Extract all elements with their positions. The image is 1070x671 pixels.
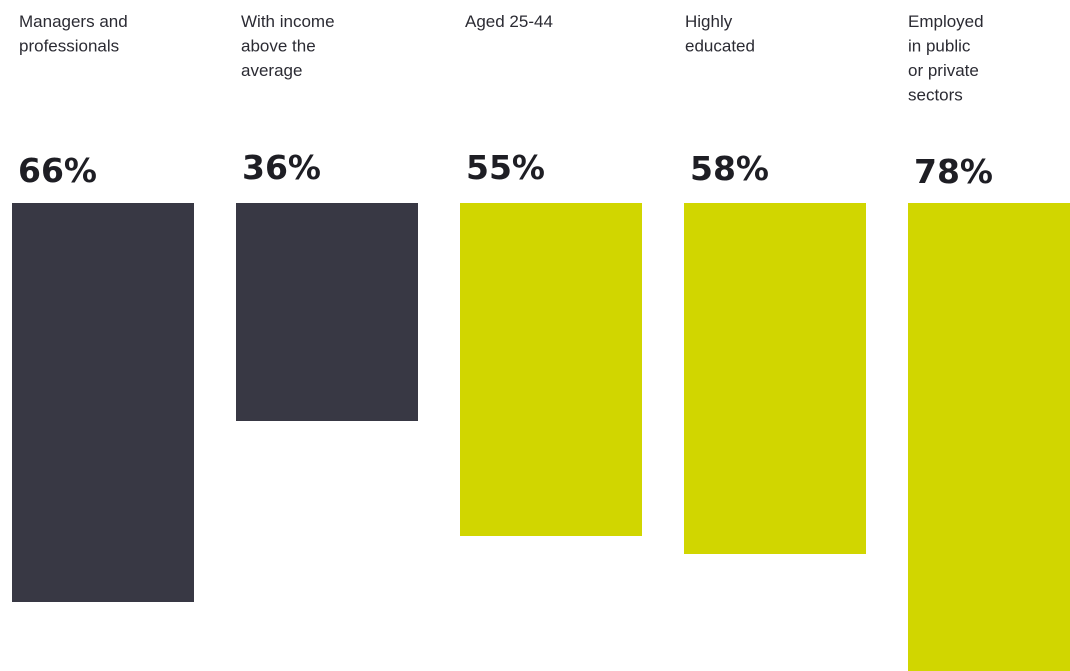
bar	[12, 203, 194, 602]
category-label-line: educated	[685, 37, 755, 56]
category-label: Employed in public or private sectors	[908, 12, 984, 105]
category-label-line: Employed	[908, 12, 984, 31]
bar	[908, 203, 1070, 671]
bar	[684, 203, 866, 554]
category-label-line: Highly	[685, 12, 733, 31]
value-label: 58%	[690, 149, 769, 188]
category-label: Highly educated	[685, 12, 755, 56]
category-label-line: With income	[241, 12, 335, 31]
category-label-line: sectors	[908, 86, 963, 105]
category-label: With income above the average	[241, 12, 335, 80]
category-label-line: Managers and	[19, 12, 128, 31]
value-label: 55%	[466, 148, 545, 187]
bar	[236, 203, 418, 421]
category-label-line: above the	[241, 37, 316, 56]
bar	[460, 203, 642, 536]
category-label-line: professionals	[19, 37, 119, 56]
category-label-line: Aged 25-44	[465, 12, 553, 31]
category-label: Aged 25-44	[465, 12, 553, 31]
category-label-line: in public	[908, 37, 971, 56]
value-label: 78%	[914, 152, 993, 191]
category-label-line: average	[241, 61, 302, 80]
value-label: 66%	[18, 151, 97, 190]
category-label-line: or private	[908, 61, 979, 80]
value-label: 36%	[242, 148, 321, 187]
category-label: Managers and professionals	[19, 12, 128, 56]
